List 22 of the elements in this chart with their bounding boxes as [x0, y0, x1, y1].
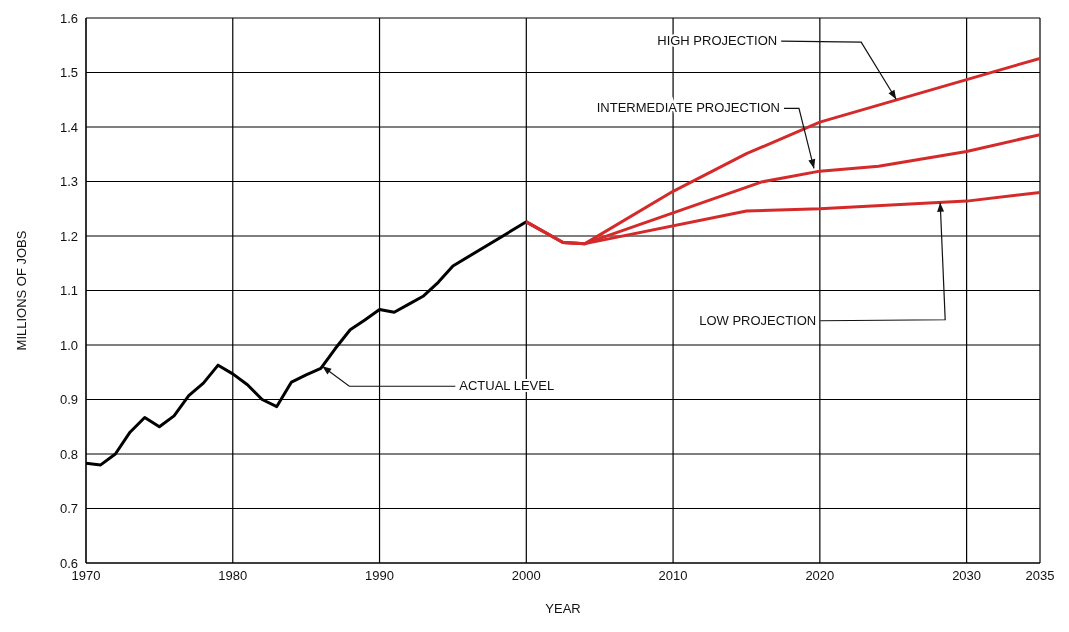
y-tick-label: 0.6 — [59, 555, 78, 571]
x-tick-label: 2020 — [805, 568, 835, 584]
y-tick-label: 1.4 — [59, 119, 78, 135]
y-tick-label: 0.7 — [59, 501, 78, 517]
x-tick-label: 2010 — [658, 568, 688, 584]
x-tick-label: 1980 — [218, 568, 248, 584]
x-tick-label: 2035 — [1025, 568, 1055, 584]
y-tick-label: 1.5 — [59, 65, 78, 81]
y-tick-label: 1.1 — [59, 283, 78, 299]
y-tick-label: 0.9 — [59, 392, 78, 408]
x-tick-label: 1990 — [365, 568, 394, 584]
annotation: LOW PROJECTION — [699, 312, 817, 328]
x-axis-title: YEAR — [545, 601, 581, 616]
x-tick-label: 1970 — [71, 568, 101, 584]
x-tick-label: 2000 — [511, 568, 541, 584]
y-tick-label: 1.6 — [59, 10, 78, 26]
x-tick-label: 2030 — [952, 568, 982, 584]
y-tick-label: 1.0 — [59, 337, 78, 353]
y-tick-label: 1.2 — [59, 228, 78, 244]
y-tick-label: 1.3 — [59, 174, 78, 190]
y-tick-label: 0.8 — [59, 446, 78, 462]
y-axis-title: MILLIONS OF JOBS — [13, 230, 29, 351]
